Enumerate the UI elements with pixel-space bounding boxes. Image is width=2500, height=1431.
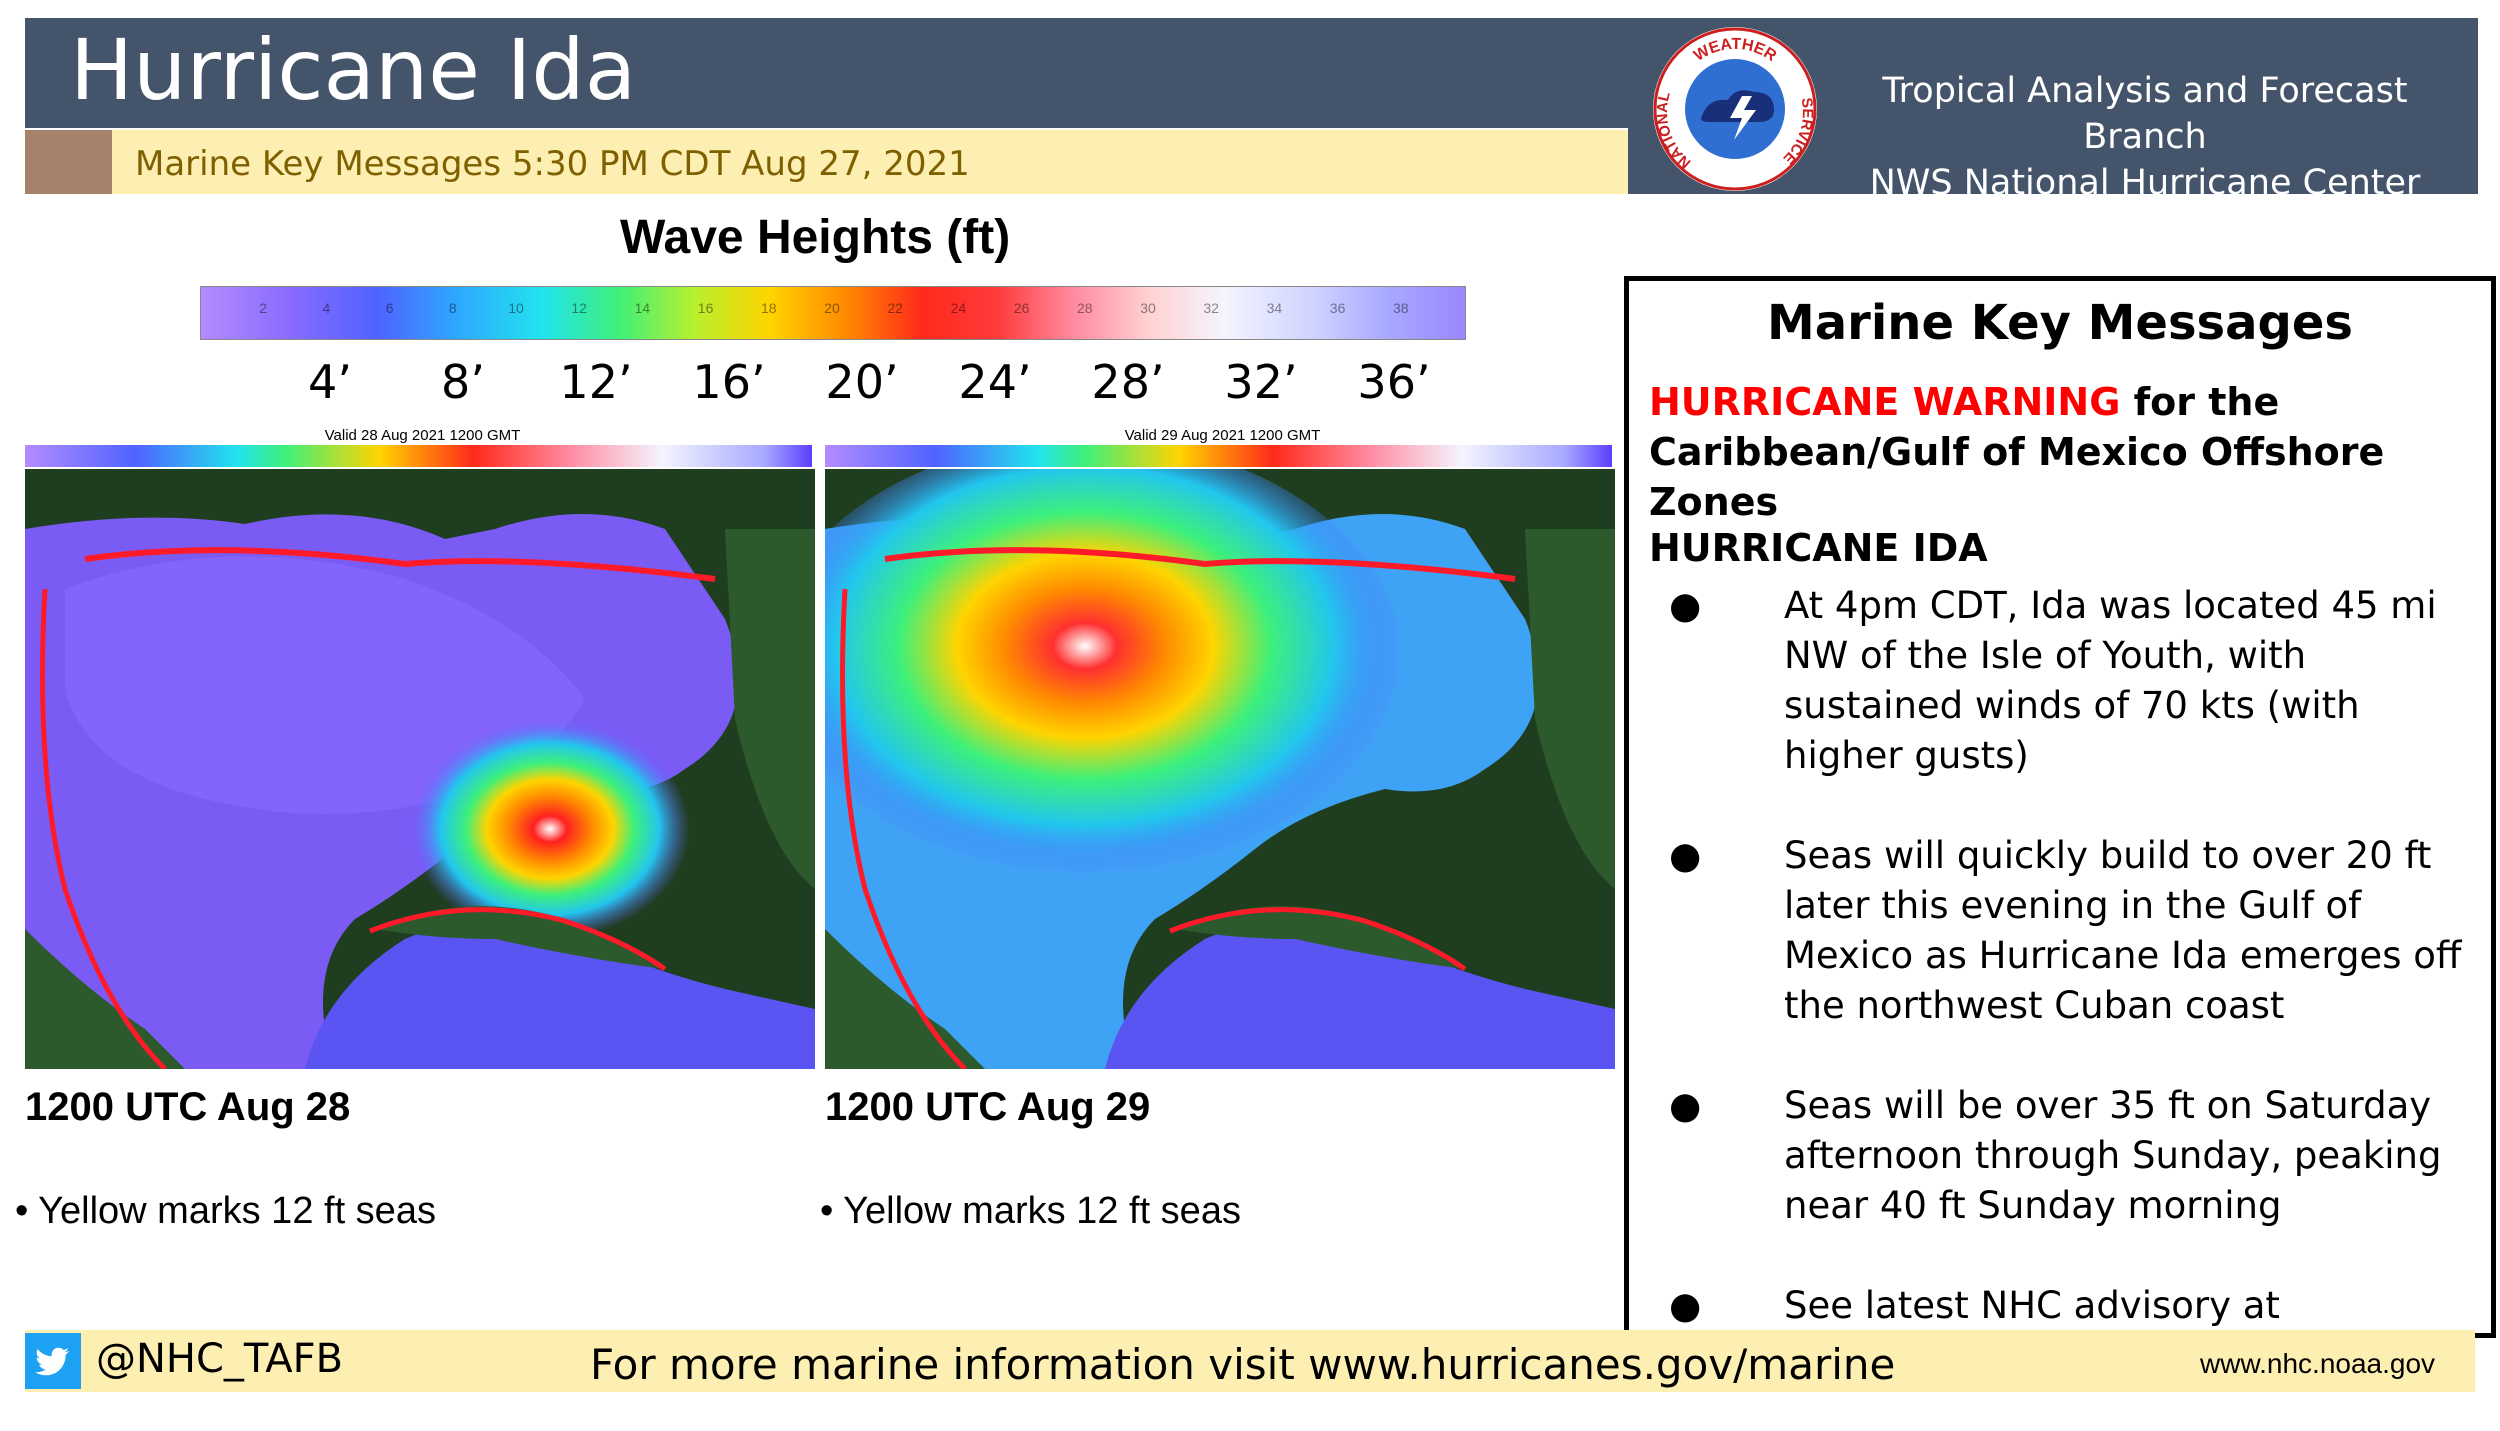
wave-tick-label: 10 bbox=[508, 300, 524, 316]
wave-tick-label: 24 bbox=[950, 300, 967, 316]
header-bar bbox=[25, 18, 1630, 128]
wave-tick-label: 22 bbox=[887, 300, 903, 316]
wave-map-aug29: Valid 29 Aug 2021 1200 GMT bbox=[825, 425, 1620, 1070]
wave-tick-label: 2 bbox=[259, 300, 268, 316]
wave-height-label: 4’ bbox=[308, 355, 352, 409]
subtitle-text: Marine Key Messages 5:30 PM CDT Aug 27, … bbox=[135, 144, 970, 184]
wave-map-aug28: Valid 28 Aug 2021 1200 GMT bbox=[25, 425, 820, 1070]
map-colorbar bbox=[825, 445, 1612, 467]
wave-height-label: 24’ bbox=[958, 355, 1032, 409]
wave-tick-label: 16 bbox=[697, 300, 714, 316]
wave-scale-title: Wave Heights (ft) bbox=[620, 211, 1011, 264]
page-title: Hurricane Ida bbox=[70, 21, 637, 119]
twitter-handle-link[interactable]: @NHC_TAFB bbox=[96, 1336, 344, 1382]
list-item: ● Seas will be over 35 ft on Saturday aft… bbox=[1669, 1084, 2442, 1227]
gulf-map bbox=[825, 469, 1615, 1069]
wave-tick-label: 32 bbox=[1203, 300, 1219, 316]
wave-height-label: 32’ bbox=[1224, 355, 1298, 409]
map-note-aug28: • Yellow marks 12 ft seas bbox=[15, 1190, 436, 1232]
twitter-icon[interactable] bbox=[25, 1333, 81, 1389]
wave-height-label: 8’ bbox=[441, 355, 485, 409]
wave-tick-label: 18 bbox=[761, 300, 777, 316]
map-note-aug29: • Yellow marks 12 ft seas bbox=[820, 1190, 1241, 1232]
gulf-map bbox=[25, 469, 815, 1069]
wave-tick-label: 36 bbox=[1329, 300, 1346, 316]
wave-tick-label: 4 bbox=[322, 300, 331, 316]
key-message-list: ● At 4pm CDT, Ida was located 45 mi NW of… bbox=[1669, 581, 2469, 1431]
map-colorbar bbox=[25, 445, 812, 467]
wave-tick-label: 20 bbox=[824, 300, 840, 316]
list-item: ● At 4pm CDT, Ida was located 45 mi NW of… bbox=[1669, 584, 2437, 777]
wave-tick-label: 14 bbox=[634, 300, 651, 316]
wave-height-label: 12’ bbox=[559, 355, 633, 409]
wave-tick-label: 38 bbox=[1393, 300, 1409, 316]
wave-tick-label: 34 bbox=[1266, 300, 1283, 316]
warning-label: HURRICANE WARNING bbox=[1649, 380, 2121, 424]
footer-url-link[interactable]: www.nhc.noaa.gov bbox=[2200, 1348, 2436, 1379]
wave-height-label: 28’ bbox=[1091, 355, 1165, 409]
wave-tick-label: 26 bbox=[1013, 300, 1030, 316]
message-text: Seas will be over 35 ft on Saturday afte… bbox=[1784, 1084, 2442, 1227]
map-caption-aug29: 1200 UTC Aug 29 bbox=[825, 1085, 1151, 1129]
wave-tick-label: 6 bbox=[385, 300, 394, 316]
wave-tick-label: 12 bbox=[571, 300, 587, 316]
map-valid-time: Valid 29 Aug 2021 1200 GMT bbox=[1124, 427, 1321, 444]
warning-text: HURRICANE WARNING for the Caribbean/Gulf… bbox=[1649, 377, 2479, 527]
panel-title: Marine Key Messages bbox=[1767, 295, 2353, 351]
list-item: ● Seas will quickly build to over 20 ft l… bbox=[1669, 834, 2462, 1027]
map-valid-time: Valid 28 Aug 2021 1200 GMT bbox=[324, 427, 521, 444]
branch-line-1: Tropical Analysis and Forecast Branch bbox=[1882, 71, 2408, 157]
warning-zones: for the Caribbean/Gulf of Mexico Offshor… bbox=[1649, 380, 2385, 524]
wave-height-label: 16’ bbox=[692, 355, 766, 409]
wave-tick-label: 30 bbox=[1140, 300, 1156, 316]
wave-tick-label: 28 bbox=[1077, 300, 1093, 316]
branch-text: Tropical Analysis and Forecast Branch NW… bbox=[1835, 68, 2455, 206]
footer-info-link[interactable]: For more marine information visit www.hu… bbox=[590, 1340, 1896, 1389]
footer-bar bbox=[25, 1330, 2475, 1392]
map-caption-aug28: 1200 UTC Aug 28 bbox=[25, 1085, 351, 1129]
message-text: Seas will quickly build to over 20 ft la… bbox=[1784, 834, 2462, 1027]
message-text: At 4pm CDT, Ida was located 45 mi NW of … bbox=[1784, 584, 2437, 777]
key-messages-panel: Marine Key Messages HURRICANE WARNING fo… bbox=[1624, 276, 2496, 1377]
storm-name: HURRICANE IDA bbox=[1649, 526, 1988, 570]
branch-line-2: NWS National Hurricane Center bbox=[1869, 163, 2421, 203]
nws-logo: WEATHER NATIONAL SERVICE bbox=[1653, 27, 1817, 191]
subtitle-bar bbox=[112, 130, 1630, 194]
wave-tick-label: 8 bbox=[448, 300, 457, 316]
wave-height-label: 36’ bbox=[1357, 355, 1431, 409]
subtitle-accent bbox=[25, 130, 112, 194]
wave-height-label: 20’ bbox=[825, 355, 899, 409]
wave-colorbar bbox=[200, 286, 1466, 340]
